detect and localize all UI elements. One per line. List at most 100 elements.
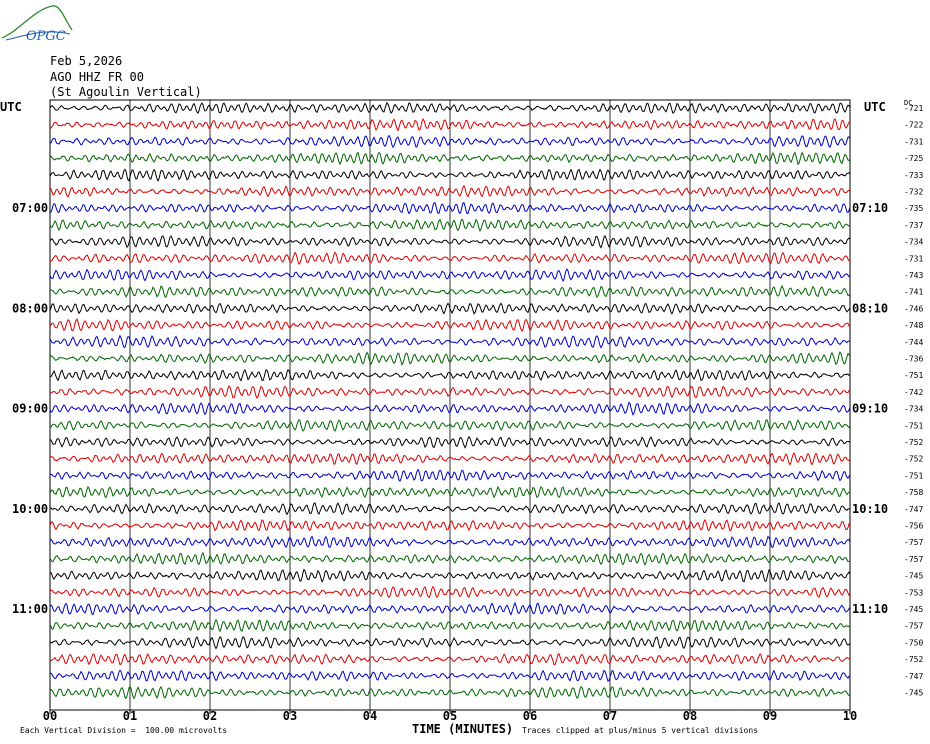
left-time-label: 09:00 [12, 402, 48, 416]
opgc-logo: OPGC [1, 5, 73, 44]
x-tick-label: 08 [683, 709, 697, 723]
right-time-label: 07:10 [852, 201, 888, 215]
trace-offset-value: -736 [904, 355, 923, 364]
seismic-trace [49, 251, 851, 266]
trace-offset-value: -741 [904, 288, 923, 297]
left-time-label: 07:00 [12, 201, 48, 215]
station-code: AGO HHZ FR 00 [50, 70, 144, 84]
seismic-trace [49, 268, 851, 283]
trace-offset-value: -732 [904, 188, 923, 197]
x-axis-title: TIME (MINUTES) [412, 722, 514, 736]
seismic-trace [49, 302, 851, 315]
seismic-trace [49, 518, 851, 532]
trace-offset-value: -756 [904, 522, 923, 531]
seismic-trace [49, 535, 851, 549]
seismic-trace [49, 284, 851, 299]
trace-offset-value: -744 [904, 338, 923, 347]
seismic-trace [49, 502, 851, 516]
seismic-trace [49, 468, 851, 482]
trace-offset-value: -746 [904, 304, 923, 313]
x-tick-label: 01 [123, 709, 137, 723]
trace-offset-value: -757 [904, 538, 923, 547]
seismic-trace [49, 485, 851, 499]
x-tick-label: 07 [603, 709, 617, 723]
trace-offset-value: -753 [904, 588, 923, 597]
trace-group [49, 101, 851, 700]
trace-offset-value: -721 [904, 104, 923, 113]
svg-text:OPGC: OPGC [26, 29, 66, 44]
seismic-trace [49, 234, 851, 249]
seismic-trace [49, 401, 851, 416]
seismic-trace [49, 101, 851, 114]
trace-offset-value: -751 [904, 371, 923, 380]
right-time-label: 11:10 [852, 602, 888, 616]
trace-offset-value: -725 [904, 154, 923, 163]
trace-offset-value: -722 [904, 121, 923, 130]
seismic-trace [49, 435, 851, 449]
trace-offset-value: -750 [904, 638, 923, 647]
seismic-trace [49, 318, 851, 333]
trace-offset-value: -752 [904, 438, 923, 447]
seismic-trace [49, 118, 851, 132]
left-time-label: 08:00 [12, 301, 48, 315]
seismic-trace [49, 452, 851, 466]
seismic-trace [49, 685, 851, 700]
trace-offset-value: -747 [904, 672, 923, 681]
seismic-trace [49, 168, 851, 182]
x-tick-label: 04 [363, 709, 377, 723]
right-time-label: 10:10 [852, 502, 888, 516]
seismic-trace [49, 585, 851, 599]
trace-offset-value: -757 [904, 555, 923, 564]
seismic-trace [49, 618, 851, 633]
left-time-label: 11:00 [12, 602, 48, 616]
trace-offset-value: -745 [904, 605, 923, 614]
seismic-trace [49, 368, 851, 382]
seismic-trace [49, 669, 851, 683]
plot-date: Feb 5,2026 [50, 54, 123, 68]
x-tick-label: 10 [843, 709, 857, 723]
x-tick-label: 06 [523, 709, 537, 723]
trace-offset-value: -745 [904, 689, 923, 698]
trace-offset-value: -743 [904, 271, 923, 280]
division-note: Each Vertical Division = 100.00 microvol… [20, 726, 228, 735]
offset-column-label: DC [904, 99, 912, 107]
right-time-label: 08:10 [852, 301, 888, 315]
x-tick-label: 02 [203, 709, 217, 723]
trace-offset-value: -752 [904, 455, 923, 464]
right-time-label: 09:10 [852, 402, 888, 416]
clip-note: Traces clipped at plus/minus 5 vertical … [522, 726, 759, 735]
seismic-trace [49, 601, 851, 616]
x-tick-label: 00 [43, 709, 57, 723]
trace-offset-value: -737 [904, 221, 923, 230]
seismic-trace [49, 184, 851, 198]
trace-offset-value: -733 [904, 171, 923, 180]
trace-offset-value: -731 [904, 137, 923, 146]
seismic-trace [49, 652, 850, 666]
trace-offset-value: -751 [904, 471, 923, 480]
trace-offset-value: -745 [904, 572, 923, 581]
seismic-trace [49, 636, 851, 650]
seismic-trace [49, 568, 851, 583]
trace-offset-value: -734 [904, 405, 923, 414]
seismic-trace [49, 351, 851, 366]
seismic-trace [49, 334, 851, 349]
trace-offset-value: -758 [904, 488, 923, 497]
trace-offset-value: -757 [904, 622, 923, 631]
trace-offset-value: -748 [904, 321, 923, 330]
x-tick-label: 03 [283, 709, 297, 723]
axis-labels: 00 01 02 03 04 05 06 07 08 09 10 -721 -722 -731 -725 -7… [0, 99, 923, 723]
trace-offset-value: -751 [904, 421, 923, 430]
left-axis-label: UTC [0, 100, 22, 114]
trace-offset-value: -735 [904, 204, 923, 213]
seismic-trace [49, 218, 851, 233]
seismic-trace [49, 151, 851, 166]
seismic-trace [49, 384, 851, 399]
left-time-label: 10:00 [12, 502, 48, 516]
station-site: (St Agoulin Vertical) [50, 85, 202, 99]
seismic-trace [49, 551, 851, 566]
trace-offset-value: -742 [904, 388, 923, 397]
trace-offset-value: -731 [904, 254, 923, 263]
seismic-trace [49, 202, 851, 215]
trace-offset-value: -747 [904, 505, 923, 514]
